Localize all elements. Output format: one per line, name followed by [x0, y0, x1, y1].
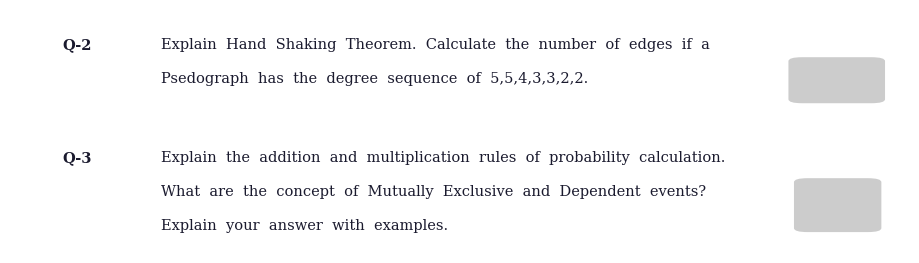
Text: Psedograph  has  the  degree  sequence  of  5,5,4,3,3,2,2.: Psedograph has the degree sequence of 5,…: [161, 72, 587, 86]
Text: Explain  Hand  Shaking  Theorem.  Calculate  the  number  of  edges  if  a: Explain Hand Shaking Theorem. Calculate …: [161, 38, 709, 52]
Text: Explain  the  addition  and  multiplication  rules  of  probability  calculation: Explain the addition and multiplication …: [161, 151, 724, 165]
FancyBboxPatch shape: [793, 178, 880, 232]
Text: Explain  your  answer  with  examples.: Explain your answer with examples.: [161, 219, 448, 233]
Text: Q-3: Q-3: [62, 151, 92, 165]
Text: Q-2: Q-2: [62, 38, 92, 52]
FancyBboxPatch shape: [788, 57, 884, 103]
Text: What  are  the  concept  of  Mutually  Exclusive  and  Dependent  events?: What are the concept of Mutually Exclusi…: [161, 185, 706, 199]
